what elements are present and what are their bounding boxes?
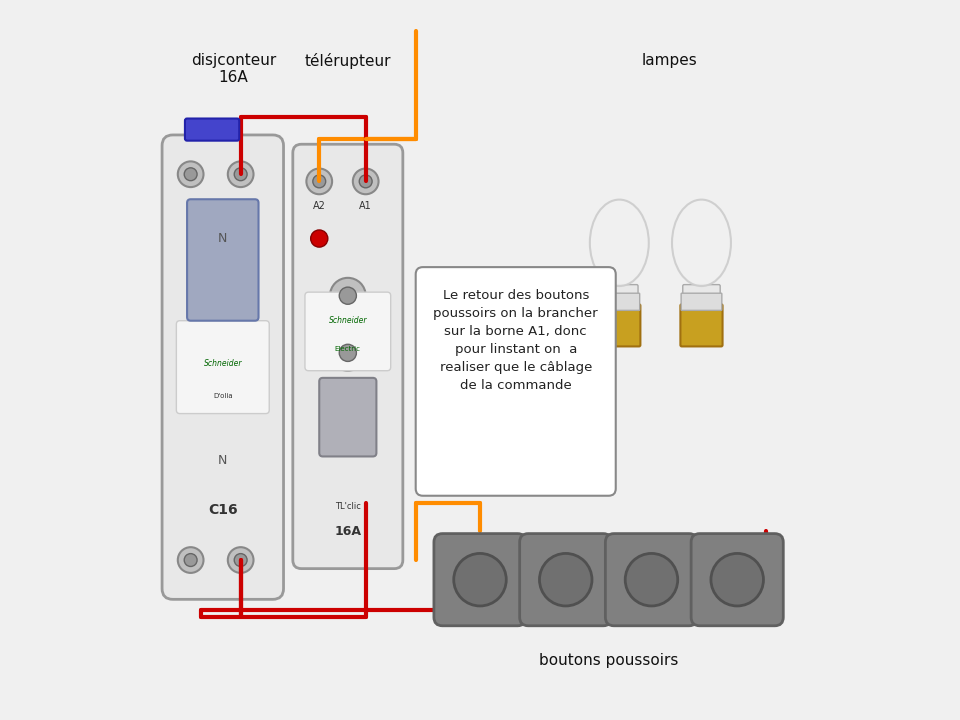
FancyBboxPatch shape — [601, 284, 638, 307]
Circle shape — [711, 554, 763, 606]
Text: A2: A2 — [313, 202, 325, 212]
Text: Schneider: Schneider — [204, 359, 242, 368]
Circle shape — [311, 230, 327, 247]
Circle shape — [234, 168, 247, 181]
Circle shape — [353, 168, 378, 194]
FancyBboxPatch shape — [683, 284, 720, 307]
FancyBboxPatch shape — [691, 534, 783, 626]
FancyBboxPatch shape — [681, 293, 722, 310]
Text: boutons poussoirs: boutons poussoirs — [539, 653, 679, 668]
Circle shape — [228, 161, 253, 187]
FancyBboxPatch shape — [416, 267, 615, 496]
Circle shape — [339, 287, 356, 305]
FancyBboxPatch shape — [681, 305, 723, 346]
Circle shape — [228, 547, 253, 573]
Text: télérupteur: télérupteur — [304, 53, 391, 69]
Text: N: N — [218, 232, 228, 245]
FancyBboxPatch shape — [187, 199, 258, 320]
Circle shape — [540, 554, 592, 606]
FancyBboxPatch shape — [305, 292, 391, 371]
Circle shape — [306, 168, 332, 194]
Ellipse shape — [589, 199, 649, 286]
Circle shape — [330, 278, 366, 314]
Circle shape — [339, 344, 356, 361]
FancyBboxPatch shape — [599, 293, 639, 310]
Text: Electric: Electric — [335, 346, 361, 352]
Text: Schneider: Schneider — [328, 316, 367, 325]
Text: D'olia: D'olia — [213, 392, 232, 399]
Ellipse shape — [672, 199, 731, 286]
FancyBboxPatch shape — [519, 534, 612, 626]
FancyBboxPatch shape — [606, 534, 698, 626]
Circle shape — [184, 554, 197, 567]
Circle shape — [184, 168, 197, 181]
Circle shape — [178, 161, 204, 187]
Circle shape — [359, 175, 372, 188]
Text: disjconteur
16A: disjconteur 16A — [191, 53, 276, 85]
Circle shape — [313, 175, 325, 188]
Circle shape — [454, 554, 506, 606]
Text: lampes: lampes — [641, 53, 697, 68]
Text: C16: C16 — [208, 503, 238, 517]
Text: N: N — [218, 454, 228, 467]
Text: Le retour des boutons
poussoirs on la brancher
sur la borne A1, donc
pour linsta: Le retour des boutons poussoirs on la br… — [433, 289, 598, 392]
FancyBboxPatch shape — [162, 135, 283, 599]
Circle shape — [625, 554, 678, 606]
Text: A1: A1 — [359, 202, 372, 212]
FancyBboxPatch shape — [434, 534, 526, 626]
FancyBboxPatch shape — [177, 320, 269, 413]
Circle shape — [330, 335, 366, 371]
FancyBboxPatch shape — [185, 119, 239, 140]
Circle shape — [178, 547, 204, 573]
FancyBboxPatch shape — [320, 378, 376, 456]
FancyBboxPatch shape — [598, 305, 640, 346]
Text: 16A: 16A — [334, 525, 361, 538]
Circle shape — [234, 554, 247, 567]
Text: TL'clic: TL'clic — [335, 502, 361, 511]
FancyBboxPatch shape — [293, 144, 403, 569]
